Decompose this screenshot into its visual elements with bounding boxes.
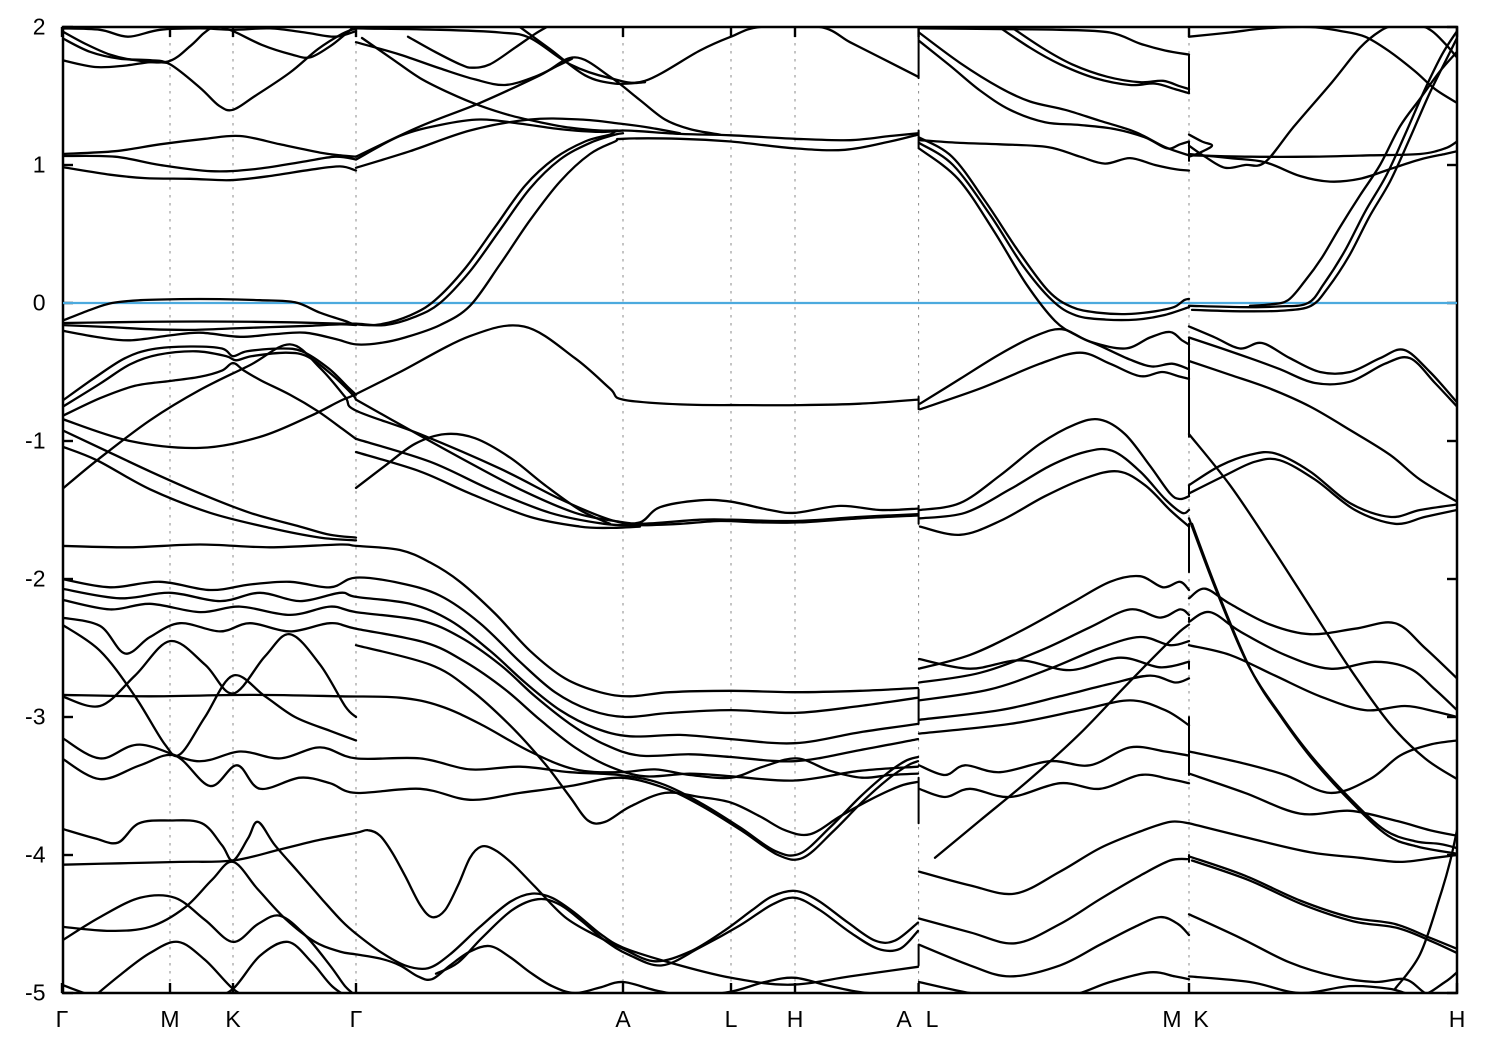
svg-text:-5: -5 [25, 980, 45, 1006]
svg-text:A: A [896, 1006, 912, 1032]
svg-text:2: 2 [33, 14, 46, 40]
svg-text:K: K [225, 1006, 241, 1032]
svg-text:K: K [1193, 1006, 1209, 1032]
svg-text:Γ: Γ [350, 1006, 363, 1032]
svg-text:Γ: Γ [56, 1006, 69, 1032]
svg-text:H: H [787, 1006, 804, 1032]
svg-text:A: A [615, 1006, 631, 1032]
svg-text:L: L [725, 1006, 738, 1032]
svg-text:L: L [926, 1006, 939, 1032]
svg-text:-4: -4 [25, 842, 46, 868]
svg-text:M: M [160, 1006, 179, 1032]
svg-text:1: 1 [33, 152, 46, 178]
svg-text:-1: -1 [25, 428, 45, 454]
svg-text:H: H [1449, 1006, 1466, 1032]
svg-text:-2: -2 [25, 566, 45, 592]
svg-text:M: M [1162, 1006, 1181, 1032]
svg-text:-3: -3 [25, 704, 45, 730]
svg-text:0: 0 [33, 290, 46, 316]
